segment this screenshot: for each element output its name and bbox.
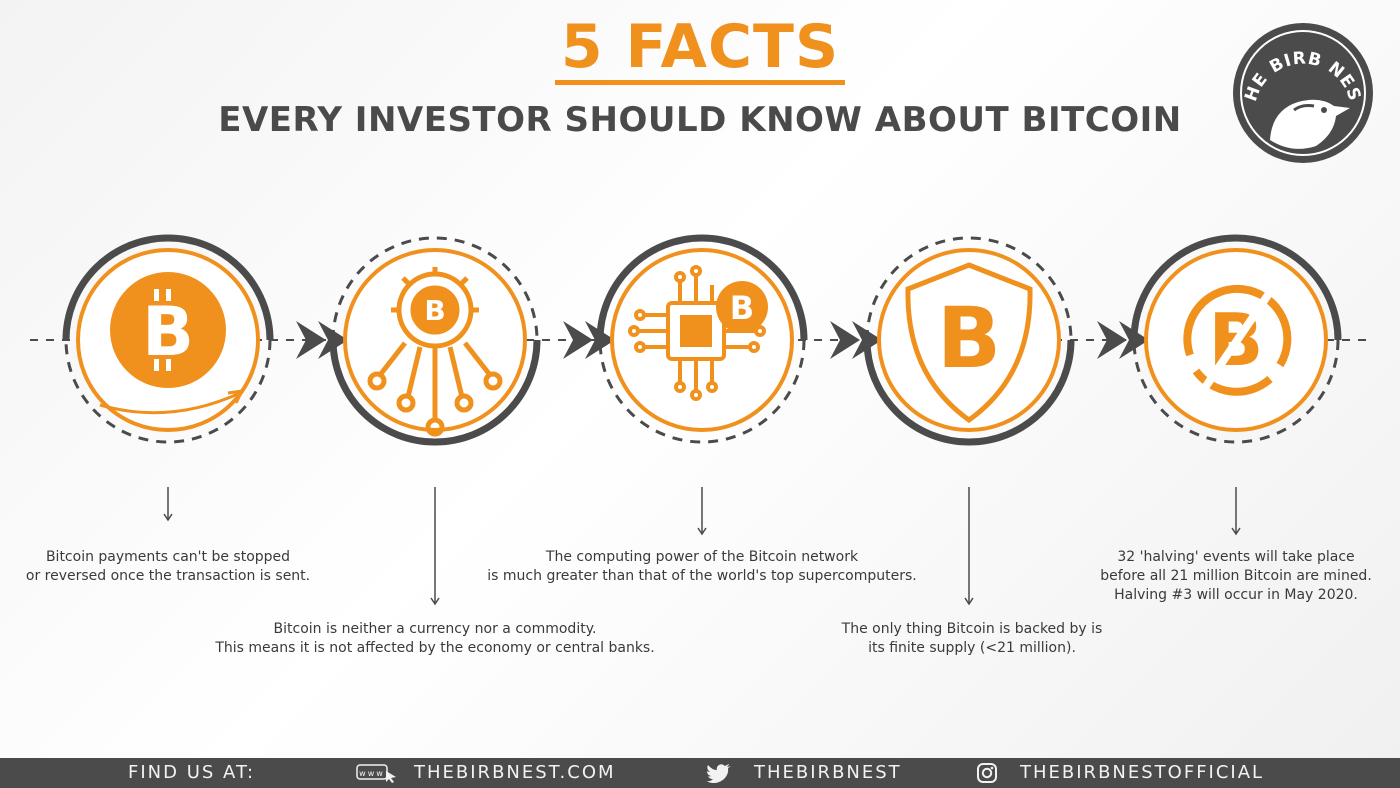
pointer-arrow-3 [697,487,707,536]
arrow-2-icon [563,321,615,359]
facts-flow: B [30,234,1370,446]
pointer-arrow-5 [1231,487,1241,536]
fact-1-line-2: or reversed once the transaction is sent… [25,568,311,584]
fact-2-line-1: Bitcoin is neither a currency nor a comm… [273,621,597,637]
svg-text:B: B [142,293,194,372]
fact-4-line-1: The only thing Bitcoin is backed by is [841,621,1103,637]
fact-circle-4: B [863,236,1075,446]
svg-text:B: B [937,289,1001,387]
footer-website-link[interactable]: THEBIRBNEST.COM [414,762,616,783]
fact-2-text: Bitcoin is neither a currency nor a comm… [200,620,670,658]
fact-circle-2: B [329,236,541,446]
fact-2-line-2: This means it is not affected by the eco… [215,640,655,656]
twitter-icon [706,764,731,783]
fact-3-line-1: The computing power of the Bitcoin netwo… [545,549,859,565]
bitcoin-halving-icon: B [1183,284,1292,398]
fact-3-line-2: is much greater than that of the world's… [487,568,917,584]
fact-3-text: The computing power of the Bitcoin netwo… [470,548,934,586]
bitcoin-shield-icon: B [905,262,1033,424]
footer-label: FIND US AT: [128,762,256,783]
bitcoin-chip-icon: B [628,265,768,401]
fact-4-text: The only thing Bitcoin is backed by is i… [822,620,1122,658]
website-icon: www [356,764,396,783]
fact-circle-1: B [62,234,274,444]
svg-text:www: www [359,769,385,778]
fact-1-line-1: Bitcoin payments can't be stopped [45,549,291,565]
footer: FIND US AT: www THEBIRBNEST.COM THEBIRBN… [0,758,1400,788]
page-subtitle: EVERY INVESTOR SHOULD KNOW ABOUT BITCOIN [218,100,1182,140]
header: 5 FACTS [0,14,1400,85]
bitcoin-gear-network-icon: B [367,267,503,437]
pointer-arrow-2 [430,487,440,606]
brand-logo: THE BIRB NEST [1232,22,1373,163]
instagram-icon [977,763,997,783]
fact-5-text: 32 'halving' events will take place befo… [1086,548,1386,605]
pointer-arrow-4 [964,487,974,606]
svg-text:B: B [730,289,754,327]
svg-text:B: B [424,294,445,327]
bitcoin-coin-icon: B [99,272,245,415]
footer-twitter-link[interactable]: THEBIRBNEST [754,762,902,783]
fact-5-line-2: before all 21 million Bitcoin are mined. [1100,568,1372,584]
bird-icon [1270,99,1350,149]
fact-circle-3: B [596,234,808,444]
fact-5-line-3: Halving #3 will occur in May 2020. [1114,587,1358,603]
page-title: 5 FACTS [554,14,846,85]
fact-4-line-2: its finite supply (<21 million). [868,640,1076,656]
fact-circle-5: B [1130,234,1342,444]
pointer-arrow-1 [163,487,173,522]
fact-5-line-1: 32 'halving' events will take place [1117,549,1355,565]
fact-1-text: Bitcoin payments can't be stopped or rev… [18,548,318,586]
footer-instagram-link[interactable]: THEBIRBNESTOFFICIAL [1020,762,1265,783]
